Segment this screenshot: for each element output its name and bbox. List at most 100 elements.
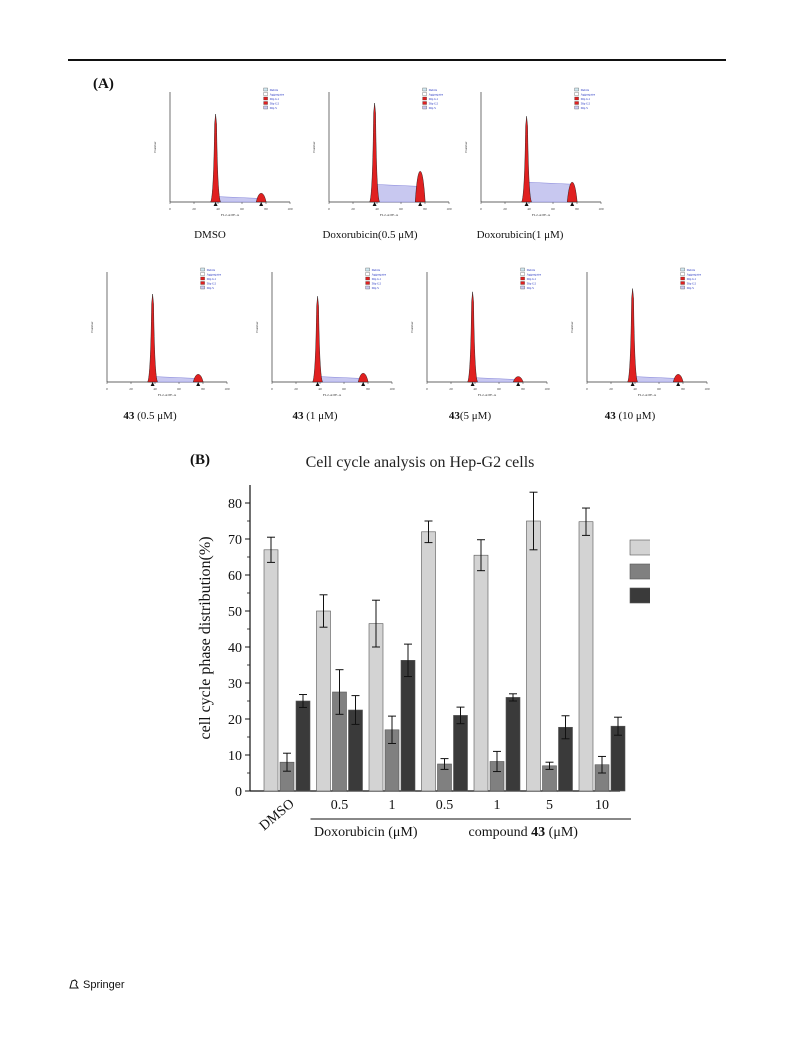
histogram-g1-peak <box>369 102 380 203</box>
histogram-gate-marker <box>516 382 521 386</box>
histogram-legend-swatch <box>263 101 268 105</box>
histogram-legend-swatch <box>520 285 525 290</box>
group-label: compound 43 (μM) <box>469 825 579 840</box>
histogram-legend-swatch <box>680 272 685 276</box>
chart-title: Cell cycle analysis on Hep-G2 cells <box>306 454 535 471</box>
x-tick-label: 1 <box>389 798 396 813</box>
histogram-legend-label: Dip G1 <box>429 97 439 101</box>
histogram-legend-label: Dip G2 <box>527 282 537 286</box>
histogram-legend-label: Aggregates <box>581 93 596 97</box>
histogram-y-axis-label: Number <box>570 320 574 332</box>
histogram-legend-label: Dip S <box>581 106 589 110</box>
histogram-legend-swatch <box>365 285 370 290</box>
histogram-legend-swatch <box>365 276 370 281</box>
histogram-c43_5: 0 20 40 60 80 100 FL2-A:PE-A Number DebrisAggreg… <box>410 267 550 397</box>
histogram-x-axis-label: FL2-A:PE-A <box>532 213 551 217</box>
histogram-s-phase <box>374 184 421 203</box>
histogram-legend-swatch <box>574 101 579 105</box>
histogram-g1-peak <box>467 291 478 383</box>
histogram-x-tick-label: 80 <box>366 387 370 391</box>
histogram-legend-label: Dip G2 <box>429 102 439 106</box>
x-tick-label: DMSO <box>257 797 298 835</box>
histogram-legend-swatch <box>680 285 685 290</box>
histogram-x-tick-label: 20 <box>503 207 507 211</box>
histogram-x-tick-label: 0 <box>271 387 273 391</box>
bar-g1-g0 <box>421 531 436 792</box>
histogram-s-phase <box>215 196 262 203</box>
histogram-x-tick-label: 80 <box>521 387 525 391</box>
histogram-x-tick-label: 0 <box>169 207 171 211</box>
histogram-legend-label: Dip G2 <box>207 282 217 286</box>
histogram-legend-label: Dip G2 <box>270 102 280 106</box>
y-tick-label: 60 <box>228 569 242 584</box>
histogram-s-phase <box>472 377 519 383</box>
y-tick-label: 20 <box>228 713 242 728</box>
histogram-legend-label: Dip G1 <box>527 277 537 281</box>
histogram-legend-swatch <box>263 96 268 101</box>
x-tick-label: 5 <box>546 798 553 813</box>
histogram-x-tick-label: 60 <box>177 387 181 391</box>
histogram-legend-label: Dip G1 <box>207 277 217 281</box>
histogram-x-tick-label: 80 <box>201 387 205 391</box>
compound-number: 43 <box>604 410 616 422</box>
publisher-footer: Springer <box>68 978 125 991</box>
histogram-g1-peak <box>147 293 158 383</box>
bar-g1-g0 <box>578 521 594 792</box>
histogram-s-phase <box>152 376 199 383</box>
histogram-x-tick-label: 80 <box>423 207 427 211</box>
histogram-x-tick-label: 100 <box>598 207 604 211</box>
histogram-caption: DMSO <box>194 229 226 241</box>
histogram-x-tick-label: 80 <box>264 207 268 211</box>
histogram-legend-swatch <box>365 267 370 272</box>
bar-s <box>610 725 626 792</box>
histogram-g1-peak <box>210 113 221 203</box>
histogram-dox05: 0 20 40 60 80 100 FL2-A:PE-A Number DebrisAggreg… <box>312 87 452 217</box>
histogram-x-tick-label: 0 <box>106 387 108 391</box>
histogram-legend-label: Dip S <box>429 106 437 110</box>
compound-number: 43 <box>448 410 460 422</box>
bar-g1-g0 <box>263 549 279 792</box>
histogram-legend-swatch <box>263 92 268 96</box>
group-label-prefix: Doxorubicin (μM) <box>314 825 418 840</box>
bar-g1-g0 <box>526 520 541 792</box>
histogram-x-tick-label: 80 <box>681 387 685 391</box>
histogram-x-tick-label: 20 <box>129 387 133 391</box>
histogram-x-tick-label: 20 <box>351 207 355 211</box>
histogram-gate-marker <box>259 202 264 206</box>
histogram-g2-peak <box>566 181 578 203</box>
histogram-s-phase <box>317 376 364 383</box>
histogram-gate-marker <box>570 202 575 206</box>
group-label: Doxorubicin (μM) <box>314 825 418 840</box>
histogram-x-tick-label: 20 <box>294 387 298 391</box>
y-axis-label: cell cycle phase distribution(%) <box>197 536 214 739</box>
group-label-suffix: (μM) <box>545 825 578 840</box>
histogram-legend-swatch <box>574 105 579 110</box>
histogram-x-tick-label: 100 <box>544 387 550 391</box>
histogram-c43_05: 0 20 40 60 80 100 FL2-A:PE-A Number DebrisAggreg… <box>90 267 230 397</box>
histogram-gate-marker <box>213 202 218 206</box>
y-tick-label: 70 <box>228 533 242 548</box>
concentration-label: (5 μM) <box>459 410 492 422</box>
group-label-prefix: compound <box>469 825 532 840</box>
histogram-legend-swatch <box>422 96 427 101</box>
histogram-x-tick-label: 0 <box>480 207 482 211</box>
histogram-x-tick-label: 40 <box>527 207 531 211</box>
histogram-legend-label: Dip G1 <box>687 277 697 281</box>
histogram-legend-swatch <box>200 276 205 281</box>
x-tick-label: 1 <box>494 798 501 813</box>
histogram-gate-marker <box>196 382 201 386</box>
histogram-x-axis-label: FL2-A:PE-A <box>158 393 177 397</box>
histogram-legend-swatch <box>680 276 685 281</box>
histogram-legend-label: Debris <box>527 268 536 272</box>
histogram-legend-label: Dip S <box>207 286 215 290</box>
histogram-x-axis-label: FL2-A:PE-A <box>478 393 497 397</box>
histogram-x-axis-label: FL2-A:PE-A <box>323 393 342 397</box>
histogram-caption: 43 (10 μM) <box>545 410 715 422</box>
x-tick-label: 0.5 <box>331 798 349 813</box>
histogram-y-axis-label: Number <box>464 140 468 152</box>
histogram-y-axis-label: Number <box>153 140 157 152</box>
y-tick-label: 0 <box>235 785 242 800</box>
histogram-x-tick-label: 0 <box>328 207 330 211</box>
histogram-legend-label: Aggregates <box>527 273 542 277</box>
springer-horse-icon <box>69 979 79 989</box>
